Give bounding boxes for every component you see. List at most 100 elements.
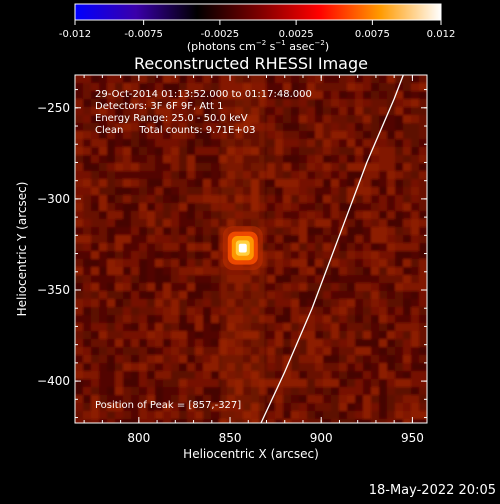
texture-cell	[347, 323, 355, 331]
texture-cell	[163, 187, 171, 195]
texture-cell	[291, 195, 299, 203]
texture-cell	[171, 395, 179, 403]
texture-cell	[203, 115, 211, 123]
texture-cell	[187, 227, 195, 235]
texture-cell	[179, 163, 187, 171]
texture-cell	[267, 363, 275, 371]
texture-cell	[83, 179, 91, 187]
texture-cell	[347, 115, 355, 123]
texture-cell	[187, 275, 195, 283]
texture-cell	[283, 203, 291, 211]
texture-cell	[163, 243, 171, 251]
texture-cell	[379, 203, 387, 211]
texture-cell	[379, 99, 387, 107]
colorbar-ticks: -0.012 -0.0075 -0.0025 0.0025 0.0075 0.012	[59, 20, 455, 40]
texture-cell	[299, 235, 307, 243]
texture-cell	[307, 195, 315, 203]
texture-cell	[419, 291, 427, 299]
texture-cell	[147, 139, 155, 147]
texture-cell	[179, 227, 187, 235]
texture-cell	[291, 315, 299, 323]
texture-cell	[379, 251, 387, 259]
texture-cell	[91, 203, 99, 211]
texture-cell	[131, 299, 139, 307]
texture-cell	[275, 115, 283, 123]
texture-cell	[115, 251, 123, 259]
texture-cell	[155, 187, 163, 195]
texture-cell	[275, 187, 283, 195]
texture-cell	[411, 275, 419, 283]
texture-cell	[339, 139, 347, 147]
texture-cell	[163, 211, 171, 219]
texture-cell	[323, 243, 331, 251]
texture-cell	[179, 275, 187, 283]
texture-cell	[347, 107, 355, 115]
texture-cell	[347, 339, 355, 347]
texture-cell	[115, 107, 123, 115]
texture-cell	[195, 211, 203, 219]
texture-cell	[211, 403, 219, 411]
texture-cell	[83, 315, 91, 323]
texture-cell	[187, 403, 195, 411]
texture-cell	[171, 283, 179, 291]
texture-cell	[371, 291, 379, 299]
texture-cell	[379, 171, 387, 179]
texture-cell	[267, 411, 275, 419]
texture-cell	[275, 179, 283, 187]
texture-cell	[115, 123, 123, 131]
texture-cell	[283, 291, 291, 299]
texture-cell	[139, 259, 147, 267]
texture-cell	[395, 179, 403, 187]
texture-cell	[179, 179, 187, 187]
texture-cell	[139, 267, 147, 275]
texture-cell	[355, 235, 363, 243]
texture-cell	[339, 307, 347, 315]
texture-cell	[91, 363, 99, 371]
texture-cell	[83, 83, 91, 91]
texture-cell	[275, 387, 283, 395]
texture-cell	[267, 195, 275, 203]
texture-cell	[291, 179, 299, 187]
texture-cell	[387, 315, 395, 323]
texture-cell	[123, 387, 131, 395]
x-tick-label: 950	[401, 431, 424, 445]
texture-cell	[107, 115, 115, 123]
texture-cell	[355, 243, 363, 251]
texture-cell	[315, 291, 323, 299]
texture-cell	[283, 163, 291, 171]
texture-cell	[171, 355, 179, 363]
texture-cell	[211, 339, 219, 347]
texture-cell	[211, 299, 219, 307]
y-tick-label: −400	[37, 374, 70, 388]
texture-cell	[315, 195, 323, 203]
texture-cell	[179, 307, 187, 315]
texture-cell	[363, 371, 371, 379]
texture-cell	[155, 227, 163, 235]
texture-cell	[179, 99, 187, 107]
texture-cell	[363, 355, 371, 363]
texture-cell	[163, 355, 171, 363]
y-axis-label: Heliocentric Y (arcsec)	[15, 182, 29, 317]
texture-cell	[267, 83, 275, 91]
texture-cell	[363, 99, 371, 107]
texture-cell	[179, 267, 187, 275]
texture-cell	[299, 171, 307, 179]
texture-cell	[171, 115, 179, 123]
texture-cell	[147, 395, 155, 403]
texture-cell	[339, 91, 347, 99]
texture-cell	[203, 323, 211, 331]
texture-cell	[91, 115, 99, 123]
texture-cell	[115, 323, 123, 331]
texture-cell	[363, 155, 371, 163]
texture-cell	[155, 139, 163, 147]
texture-cell	[275, 203, 283, 211]
texture-cell	[91, 235, 99, 243]
texture-cell	[387, 347, 395, 355]
texture-cell	[339, 187, 347, 195]
texture-cell	[347, 379, 355, 387]
texture-cell	[83, 371, 91, 379]
texture-cell	[291, 291, 299, 299]
texture-cell	[267, 75, 275, 83]
texture-cell	[155, 379, 163, 387]
texture-cell	[83, 107, 91, 115]
